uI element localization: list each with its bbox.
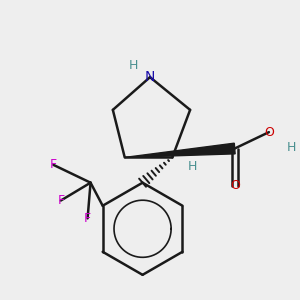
Polygon shape [125,143,235,158]
Text: F: F [50,158,57,171]
Text: O: O [264,126,274,139]
Text: N: N [145,70,155,84]
Text: H: H [129,59,138,72]
Text: F: F [84,212,91,225]
Text: O: O [230,179,240,192]
Text: H: H [286,140,296,154]
Text: H: H [188,160,197,173]
Text: F: F [57,194,64,207]
